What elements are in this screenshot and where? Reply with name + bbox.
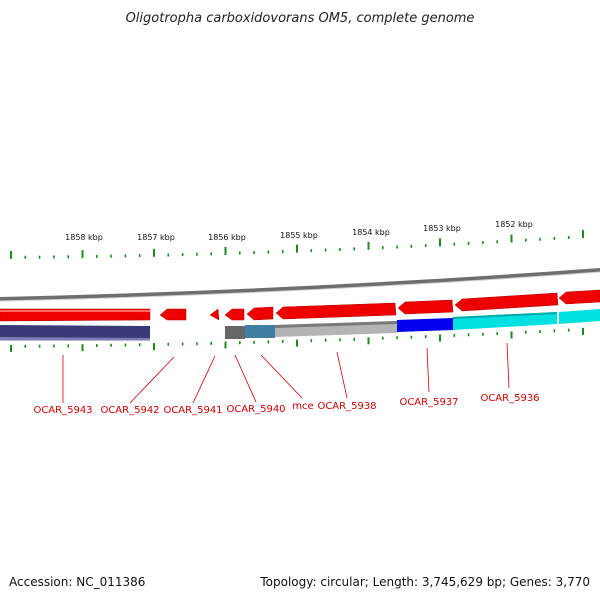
kbp-label-1853: 1853 kbp <box>423 224 461 233</box>
cds-shine <box>0 310 150 312</box>
leader-line-ocar-5936 <box>506 342 510 389</box>
cds-next-gene <box>558 289 600 305</box>
backbone-outer-highlight <box>0 271 600 302</box>
cog-ocar-5938-edge <box>275 321 397 328</box>
topology-summary-text: Topology: circular; Length: 3,745,629 bp… <box>259 575 590 589</box>
cds-ocar-5941 <box>209 308 220 321</box>
gene-label-ocar-5941[interactable]: OCAR_5941 <box>163 405 222 416</box>
cog-next-gene <box>559 309 600 324</box>
kbp-label-1855: 1855 kbp <box>280 231 318 240</box>
scale-ticks-top <box>10 230 584 259</box>
cog-ocar-5940 <box>225 326 245 339</box>
cds-ocar-5937 <box>397 299 454 315</box>
cog-ocar-5943 <box>0 325 150 340</box>
gene-label-ocar-5936[interactable]: OCAR_5936 <box>480 393 539 404</box>
cds-ocar-5938 <box>275 302 397 320</box>
cds-mce <box>246 306 274 321</box>
leader-line-mce <box>260 354 303 399</box>
cds-ocar-5940 <box>224 308 245 321</box>
kbp-label-1854: 1854 kbp <box>352 228 390 237</box>
leader-line-ocar-5938 <box>336 351 348 399</box>
gene-label-ocar-5942[interactable]: OCAR_5942 <box>100 405 159 416</box>
backbone-outer-ring <box>0 268 600 301</box>
kbp-label-1856: 1856 kbp <box>208 233 246 242</box>
kbp-label-1857: 1857 kbp <box>137 233 175 242</box>
leader-line-ocar-5940 <box>234 354 257 403</box>
cds-ocar-5942 <box>159 308 187 321</box>
scale-ticks-bottom <box>10 327 584 352</box>
gene-label-ocar-5943[interactable]: OCAR_5943 <box>33 405 92 416</box>
leader-line-ocar-5942 <box>129 356 175 404</box>
gene-labels: OCAR_5943 OCAR_5942 OCAR_5941 OCAR_5940 … <box>33 342 540 416</box>
cog-mce <box>245 325 275 338</box>
scale-labels: 1858 kbp 1857 kbp 1856 kbp 1855 kbp 1854… <box>65 220 533 242</box>
gene-label-ocar-5940[interactable]: OCAR_5940 <box>226 404 285 415</box>
cog-ocar-5943-shade <box>0 337 150 341</box>
kbp-label-1858: 1858 kbp <box>65 233 103 242</box>
kbp-label-1852: 1852 kbp <box>495 220 533 229</box>
gene-label-ocar-5937[interactable]: OCAR_5937 <box>399 397 458 408</box>
gene-label-ocar-5938[interactable]: OCAR_5938 <box>317 401 376 412</box>
cds-ocar-5936 <box>454 292 559 312</box>
map-title: Oligotropha carboxidovorans OM5, complet… <box>126 11 475 26</box>
accession-text: Accession: NC_011386 <box>9 575 145 589</box>
gene-label-mce[interactable]: mce <box>292 401 313 412</box>
leader-line-ocar-5937 <box>426 347 430 393</box>
leader-line-ocar-5941 <box>192 355 216 404</box>
cds-track <box>0 289 600 322</box>
cog-ocar-5937 <box>397 318 453 332</box>
cog-ocar-5936-edge <box>453 312 557 319</box>
cog-track <box>0 309 600 341</box>
